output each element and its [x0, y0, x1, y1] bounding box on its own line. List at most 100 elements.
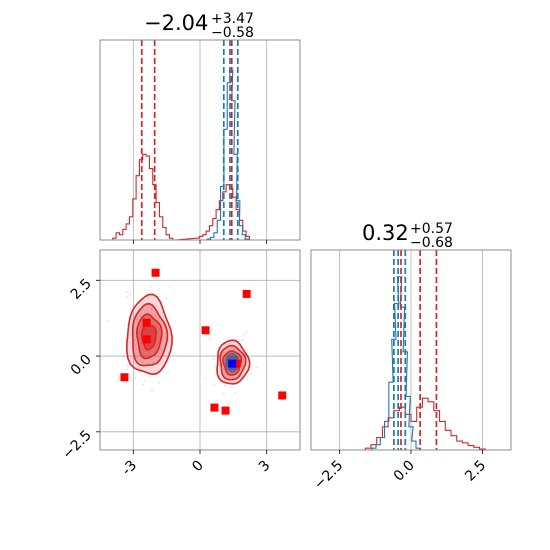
marginal-y-title-upper: +0.57 [410, 221, 453, 237]
joint-marker-square [278, 391, 287, 400]
marginal-x-title-lower: −0.58 [211, 25, 254, 41]
joint-y-tick-label: 2.5 [68, 276, 95, 303]
joint-scatter-point [129, 341, 132, 344]
joint-scatter-point [213, 383, 216, 386]
joint-marker-square [120, 373, 129, 382]
joint-scatter-point [136, 317, 139, 320]
joint-scatter-point [241, 339, 244, 342]
marginal-y-panel: 0.32 +0.57 −0.68 −2.5 0.0 2.5 [310, 221, 512, 493]
joint-scatter-point [233, 348, 236, 351]
joint-scatter-point [223, 384, 226, 387]
joint-y-tick-label: 0.0 [68, 352, 95, 379]
joint-scatter-point [238, 356, 240, 359]
joint-scatter-point [116, 379, 119, 382]
joint-scatter-point [222, 367, 225, 370]
marginal-y-histogram-secondary [371, 276, 421, 450]
joint-x-tick-label: 0 [189, 458, 207, 476]
joint-scatter-point [124, 324, 126, 327]
joint-scatter-point [167, 370, 170, 373]
joint-scatter-point [131, 380, 134, 383]
joint-scatter-point [168, 285, 171, 288]
joint-scatter-point [142, 383, 145, 386]
joint-scatter-point [158, 317, 160, 320]
joint-scatter-point [149, 358, 152, 360]
joint-scatter-point [228, 343, 231, 346]
joint-scatter-point [241, 364, 244, 367]
joint-marker-square [210, 403, 219, 412]
joint-scatter-point [232, 380, 235, 383]
joint-scatter-point [165, 297, 168, 299]
marginal-x-histogram-primary [112, 153, 253, 240]
joint-scatter-point [246, 377, 249, 380]
joint-marker-square [201, 326, 210, 335]
marginal-y-tick-label: −2.5 [311, 458, 346, 493]
marginal-x-quantile-lines [140, 40, 239, 240]
joint-scatter-point [222, 352, 225, 355]
marginal-y-histogram-primary [364, 397, 486, 450]
joint-scatter-point [224, 358, 226, 361]
joint-scatter-point [223, 392, 225, 395]
joint-scatter-point [255, 366, 258, 369]
joint-scatter-point [249, 373, 252, 375]
marginal-y-quantile-lines [393, 250, 438, 450]
joint-marker-square [142, 335, 151, 344]
joint-scatter-point [209, 338, 212, 341]
marginal-y-tick-label: 2.5 [462, 458, 489, 485]
joint-scatter-point [139, 315, 142, 318]
joint-markers [120, 268, 287, 415]
marginal-y-tick-label: 0.0 [391, 458, 418, 485]
marginal-y-ticks: −2.5 0.0 2.5 [311, 450, 489, 493]
joint-scatter-point [140, 325, 143, 328]
joint-scatter-point [157, 332, 160, 334]
marginal-y-title: 0.32 [362, 221, 409, 245]
joint-scatter-point [133, 372, 135, 375]
joint-scatter-point [212, 355, 215, 358]
joint-x-tick-label: -3 [119, 458, 140, 479]
marginal-x-ticks [132, 240, 268, 244]
marginal-x-grid [132, 40, 268, 240]
joint-scatter-point [126, 295, 129, 298]
marginal-y-histograms [364, 276, 486, 450]
joint-truth-marker [228, 359, 237, 368]
joint-x-ticks: -3 0 3 [119, 450, 274, 479]
joint-scatter-point [141, 361, 144, 364]
joint-marker-square [142, 318, 151, 327]
joint-scatter-point [133, 339, 136, 342]
marginal-x-title: −2.04 [144, 11, 208, 35]
joint-scatter-point [154, 316, 157, 318]
marginal-x-panel: −2.04 +3.47 −0.58 [99, 11, 301, 244]
joint-scatter-point [107, 320, 110, 323]
joint-scatter-point [129, 293, 132, 296]
joint-scatter-point [161, 312, 164, 314]
joint-scatter-point [126, 291, 129, 294]
joint-scatter-point [245, 330, 248, 333]
joint-marker-square [151, 268, 160, 277]
joint-scatter-point [234, 392, 237, 394]
joint-scatter-point [143, 380, 146, 382]
joint-scatter-point [134, 377, 137, 379]
joint-scatter-point [145, 349, 147, 352]
joint-scatter-point [130, 334, 133, 336]
joint-scatter-point [151, 390, 153, 393]
joint-scatter-point [139, 371, 142, 373]
joint-scatter-point [148, 375, 151, 378]
joint-scatter-point [126, 368, 129, 371]
joint-panel: -3 0 3 2.5 0.0 −2.5 [59, 249, 301, 479]
joint-y-tick-label: −2.5 [59, 427, 94, 462]
joint-scatter-point [140, 342, 143, 345]
joint-scatter-point [245, 348, 248, 351]
joint-scatter-point [157, 382, 160, 385]
joint-x-tick-label: 3 [256, 458, 274, 476]
joint-scatter-point [142, 347, 145, 350]
joint-marker-square [232, 359, 241, 368]
joint-marker-square [242, 289, 251, 298]
joint-scatter-point [152, 362, 154, 364]
joint-scatter-point [147, 296, 150, 298]
joint-scatter-point [138, 330, 140, 333]
joint-y-ticks: 2.5 0.0 −2.5 [59, 276, 100, 463]
joint-scatter-point [121, 355, 124, 358]
marginal-y-title-lower: −0.68 [410, 235, 453, 251]
joint-scatter-point [243, 333, 246, 336]
joint-scatter-point [204, 377, 206, 380]
